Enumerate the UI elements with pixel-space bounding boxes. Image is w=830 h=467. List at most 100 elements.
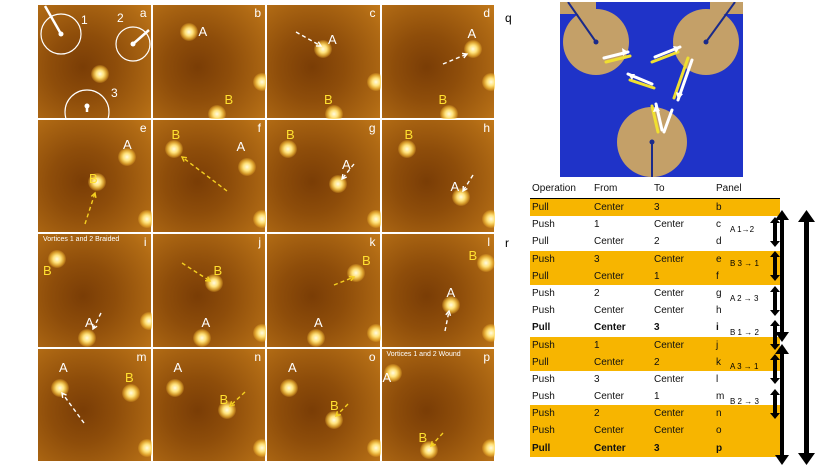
vortex-label-a: A: [123, 136, 132, 152]
panel-overlay: [61, 391, 85, 423]
vortex-spot: [481, 324, 495, 342]
cell-operation: Push: [532, 219, 555, 231]
group-label: A 1→2: [730, 224, 755, 234]
motion-arrow: [341, 163, 355, 179]
vortex-spot: [164, 139, 183, 158]
vortex-spot: [279, 139, 297, 158]
group-label: B 2 → 3: [730, 396, 759, 406]
vortex-spot: [78, 329, 96, 347]
braid-wind-brackets: Braid Braid Wind: [775, 210, 815, 465]
vortex-label-a: A: [314, 315, 323, 330]
panel-overlay: [180, 155, 227, 192]
electrode-number-1: 1: [81, 13, 88, 27]
cell-from: Center: [594, 202, 625, 213]
vortex-spot: [207, 105, 226, 119]
table-row: Push 1 Center c: [530, 216, 780, 233]
cell-to: Center: [654, 373, 685, 385]
side-label-r: r: [505, 236, 509, 250]
panel-letter: j: [258, 235, 261, 249]
panel-letter: i: [143, 235, 147, 249]
vortex-spot: [48, 250, 66, 268]
cell-operation: Push: [532, 408, 555, 420]
cell-panel: k: [716, 356, 721, 368]
panel-letter: g: [368, 120, 376, 135]
motion-arrow: [461, 174, 474, 191]
table-row: Pull Center 3 p: [530, 439, 780, 457]
motion-arrow: [429, 432, 444, 446]
device-diagram: [560, 2, 743, 177]
vortex-spot: [179, 23, 198, 41]
electrode-outline-2: [115, 26, 151, 62]
electrode-number-2: 2: [117, 11, 124, 25]
group-label: A 2 → 3: [730, 293, 759, 303]
cell-from: Center: [594, 425, 625, 437]
group-label: A 3 → 1: [730, 362, 759, 372]
motion-arrow-head: [61, 391, 67, 398]
cell-to: 3: [654, 322, 660, 334]
cell-from: 1: [594, 339, 600, 351]
vortex-label-b: B: [286, 126, 295, 142]
motion-arrow-head: [429, 440, 436, 447]
electrode-outline-1: [40, 13, 82, 55]
cell-to: 2: [654, 236, 660, 248]
bracket-wind: Wind: [809, 334, 815, 348]
motion-arrow: [333, 276, 355, 286]
panel-overlay: [92, 312, 102, 331]
panel-overlay: [334, 403, 349, 417]
bracket-braid-2: Braid: [784, 405, 790, 419]
vortex-label-b: B: [224, 92, 234, 107]
cell-from: 2: [594, 287, 600, 299]
panel-overlay: [333, 275, 356, 286]
vortex-spot: [118, 147, 136, 166]
table-row: Push Center Center h: [530, 302, 780, 319]
panel-letter: m: [136, 349, 147, 364]
table-header: Operation From To Panel: [530, 180, 780, 199]
cell-operation: Pull: [532, 202, 549, 213]
vortex-spot: [314, 40, 332, 58]
panel-overlay: [295, 31, 323, 47]
vortex-spot: [252, 73, 266, 91]
cell-to: Center: [654, 287, 685, 299]
vortex-spot: [252, 209, 266, 228]
cell-operation: Push: [532, 253, 555, 265]
vortex-spot: [367, 209, 381, 228]
cell-from: Center: [594, 270, 625, 282]
panel-letter: a: [139, 6, 147, 20]
cell-operation: Push: [532, 391, 555, 403]
header-from: From: [594, 183, 618, 194]
panel-overlay: [181, 262, 211, 282]
cell-from: 3: [594, 373, 600, 385]
vortex-label-b: B: [43, 263, 52, 278]
cell-panel: n: [716, 408, 722, 420]
motion-arrow-head: [461, 52, 468, 59]
table-row: Pull Center 1 f: [530, 267, 780, 285]
cell-from: 3: [594, 253, 600, 265]
vortex-spot: [91, 65, 109, 83]
panel-letter: h: [483, 120, 490, 135]
panel-overlay: [341, 163, 355, 180]
motion-arrow-head: [204, 276, 211, 282]
motion-arrow-head: [228, 400, 235, 407]
vortex-spot: [383, 363, 402, 382]
vortex-spot: [237, 157, 256, 176]
panel-title: Vortices 1 and 2 Braided: [43, 236, 120, 243]
vortex-spot: [140, 312, 152, 330]
vortex-label-a: A: [446, 285, 456, 300]
cell-from: Center: [594, 322, 626, 334]
cell-panel: d: [716, 236, 722, 248]
electrode-outline-3: [64, 89, 110, 118]
vortex-label-b: B: [89, 170, 98, 186]
cell-operation: Pull: [532, 236, 549, 248]
vortex-label-a: A: [85, 315, 94, 330]
panel-overlay: [443, 309, 451, 332]
motion-arrow-head: [315, 41, 323, 47]
vortex-spot: [138, 209, 152, 228]
panel-letter: b: [254, 6, 261, 20]
